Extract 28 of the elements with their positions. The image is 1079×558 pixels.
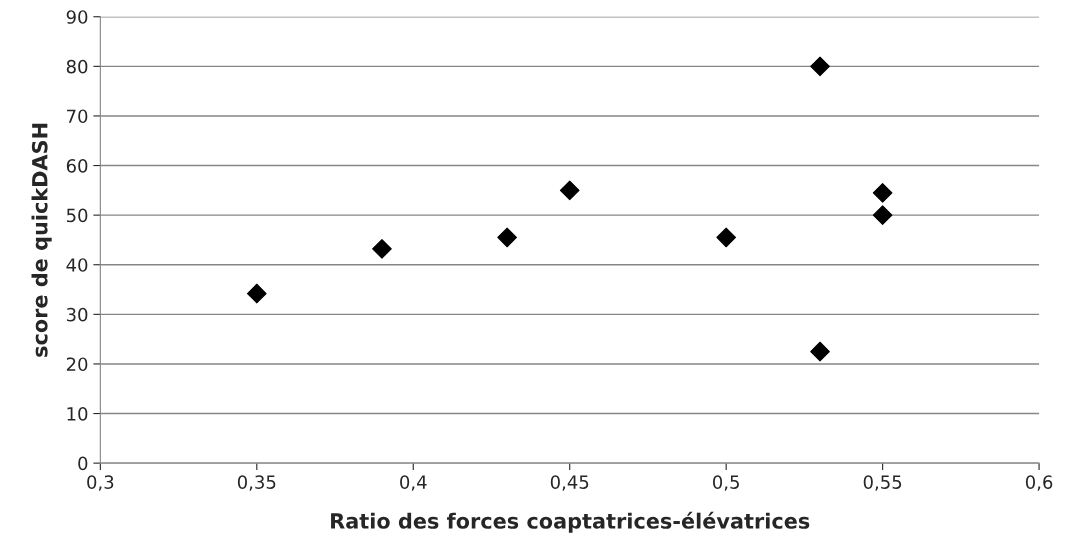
x-tick-label: 0,45	[550, 475, 589, 491]
y-tick-label: 70	[67, 109, 88, 124]
y-tick-label: 50	[66, 208, 88, 223]
point	[810, 56, 830, 77]
point	[372, 239, 392, 259]
y-tick-label: 20	[66, 357, 88, 372]
y-axis-title: score de quickDASH	[31, 123, 52, 357]
point	[559, 180, 580, 201]
point	[246, 283, 267, 304]
y-tick-label: 30	[66, 307, 88, 322]
y-tick-label: 0	[78, 456, 88, 471]
x-tick-label: 0,4	[400, 475, 427, 491]
x-tick-label: 0,55	[863, 475, 902, 491]
point	[716, 227, 737, 248]
y-tick-label: 80	[66, 59, 88, 74]
y-tick-label: 90	[66, 10, 88, 24]
x-axis-title: Ratio des forces coaptatrices-élévatrices	[331, 511, 810, 533]
point	[872, 205, 893, 225]
point	[497, 227, 517, 248]
x-tick-label: 0,3	[87, 475, 114, 491]
x-tick-label: 0,35	[237, 475, 276, 491]
point	[810, 341, 830, 362]
y-tick-label: 60	[66, 159, 88, 173]
x-tick-label: 0,6	[1025, 475, 1053, 491]
y-tick-label: 10	[67, 407, 88, 421]
y-tick-label: 40	[66, 258, 88, 272]
x-tick-label: 0,5	[713, 475, 739, 491]
point	[872, 182, 893, 203]
